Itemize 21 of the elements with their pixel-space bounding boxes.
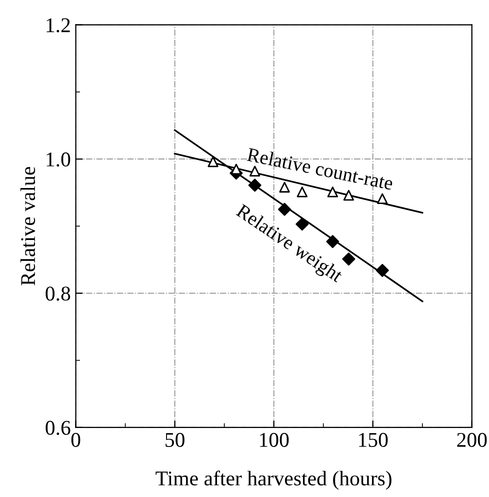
point <box>248 178 262 192</box>
x-tick-label: 50 <box>166 432 184 447</box>
y-tick-label: 1.2 <box>46 18 70 32</box>
point <box>296 186 308 198</box>
y-tick-label: 0.8 <box>46 286 70 301</box>
point <box>343 190 354 201</box>
x-tick-label: 0 <box>71 432 80 447</box>
x-tick-label: 150 <box>359 432 388 447</box>
point <box>377 193 388 204</box>
point <box>208 156 218 168</box>
x-tick-label: 100 <box>260 432 289 447</box>
text: Relative count-rate <box>246 147 394 190</box>
x-axis-title: Time after harvested (hours) <box>156 470 392 490</box>
y-tick-label: 1.0 <box>46 152 70 167</box>
point <box>342 252 356 266</box>
point <box>296 218 309 231</box>
x-tick-label: 200 <box>457 432 487 447</box>
point <box>376 264 389 277</box>
point <box>279 182 290 193</box>
y-axis-title: Relative value <box>20 166 36 286</box>
y-tick-label: 0.6 <box>46 420 70 435</box>
